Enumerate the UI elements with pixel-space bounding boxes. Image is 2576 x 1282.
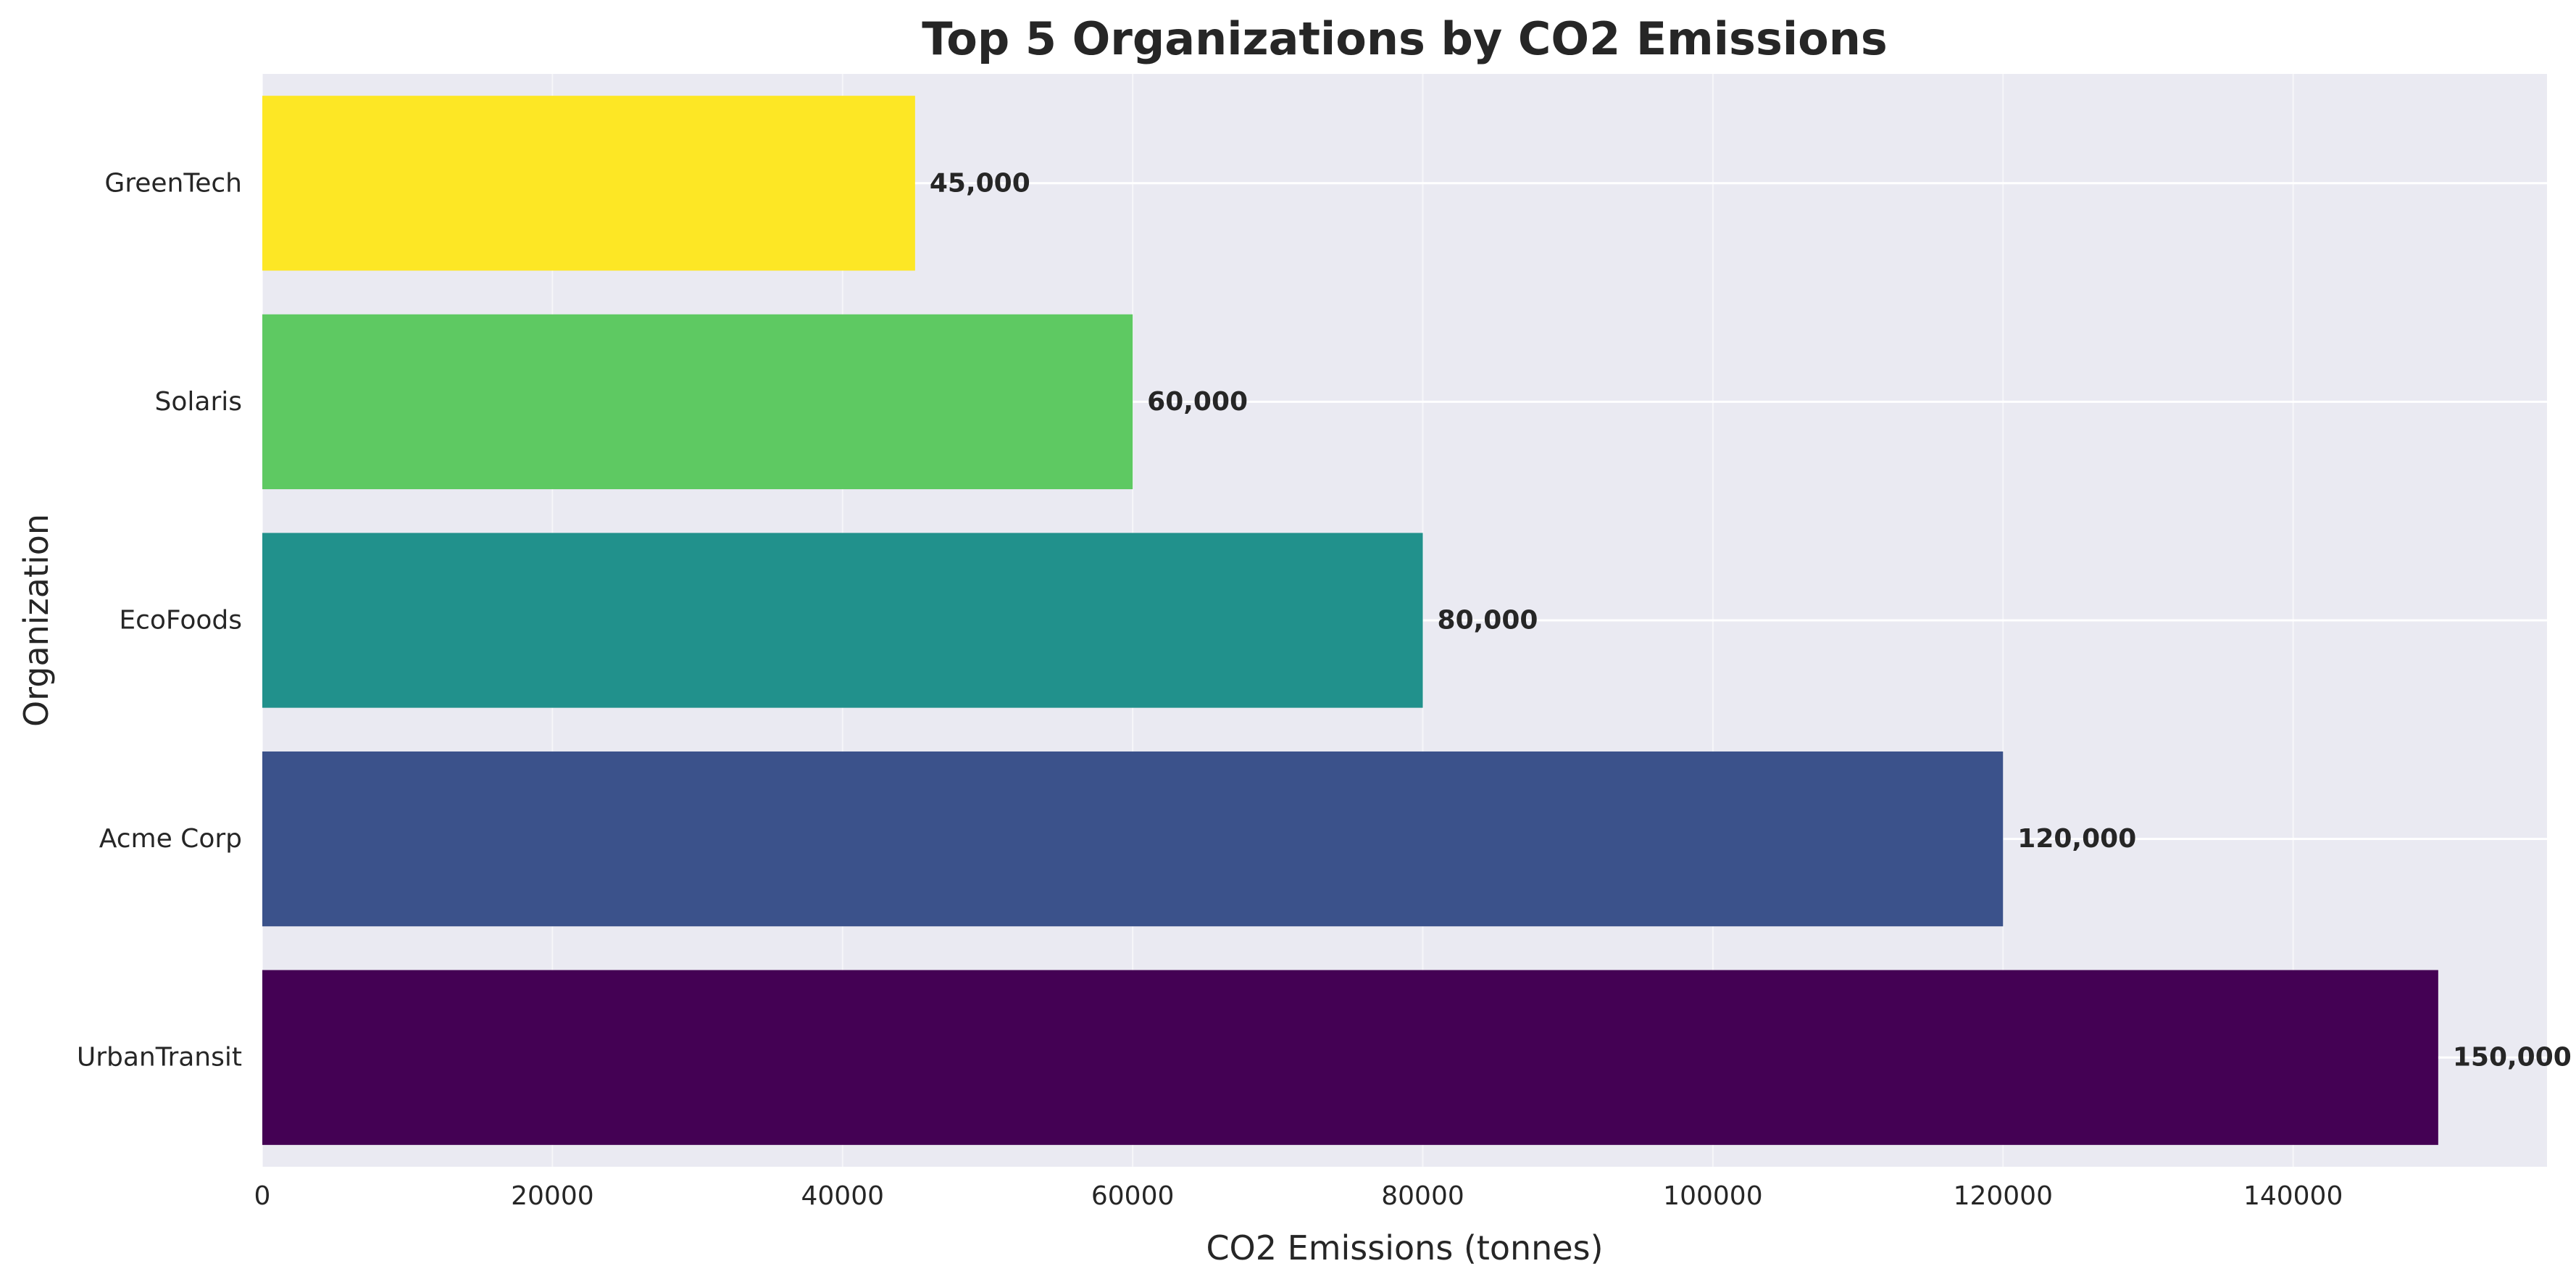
data-label: 120,000 (2017, 824, 2136, 854)
x-tick-label: 60000 (1091, 1181, 1175, 1211)
y-tick-label: Solaris (155, 387, 243, 417)
bar-solaris (262, 314, 1133, 490)
x-axis-label: CO2 Emissions (tonnes) (1206, 1228, 1603, 1268)
x-tick-label: 100000 (1663, 1181, 1762, 1211)
x-tick-labels: 0 20000 40000 60000 80000 100000 120000 140000 (254, 1181, 2343, 1211)
data-label: 150,000 (2453, 1043, 2572, 1073)
y-tick-label: Acme Corp (99, 824, 242, 854)
y-tick-label: UrbanTransit (77, 1043, 242, 1073)
x-tick-label: 120000 (1954, 1181, 2053, 1211)
data-label: 80,000 (1438, 606, 1538, 636)
bar-ecofoods (262, 533, 1423, 708)
x-tick-label: 20000 (511, 1181, 594, 1211)
y-tick-label: GreenTech (104, 168, 242, 198)
x-tick-label: 140000 (2243, 1181, 2343, 1211)
data-label: 45,000 (930, 168, 1030, 198)
y-tick-labels: UrbanTransit Acme Corp EcoFoods Solaris Gree… (77, 168, 242, 1072)
y-axis-label: Organization (17, 514, 56, 727)
y-tick-label: EcoFoods (119, 606, 242, 636)
x-tick-label: 80000 (1381, 1181, 1464, 1211)
data-labels: 150,000 120,000 80,000 60,000 45,000 (930, 168, 2572, 1072)
bars (262, 96, 2438, 1145)
chart-title: Top 5 Organizations by CO2 Emissions (922, 12, 1888, 65)
x-tick-label: 0 (254, 1181, 271, 1211)
bar-urbantransit (262, 970, 2438, 1145)
bar-greentech (262, 96, 915, 271)
bar-acme-corp (262, 751, 2004, 927)
x-tick-label: 40000 (801, 1181, 884, 1211)
data-label: 60,000 (1147, 387, 1248, 417)
